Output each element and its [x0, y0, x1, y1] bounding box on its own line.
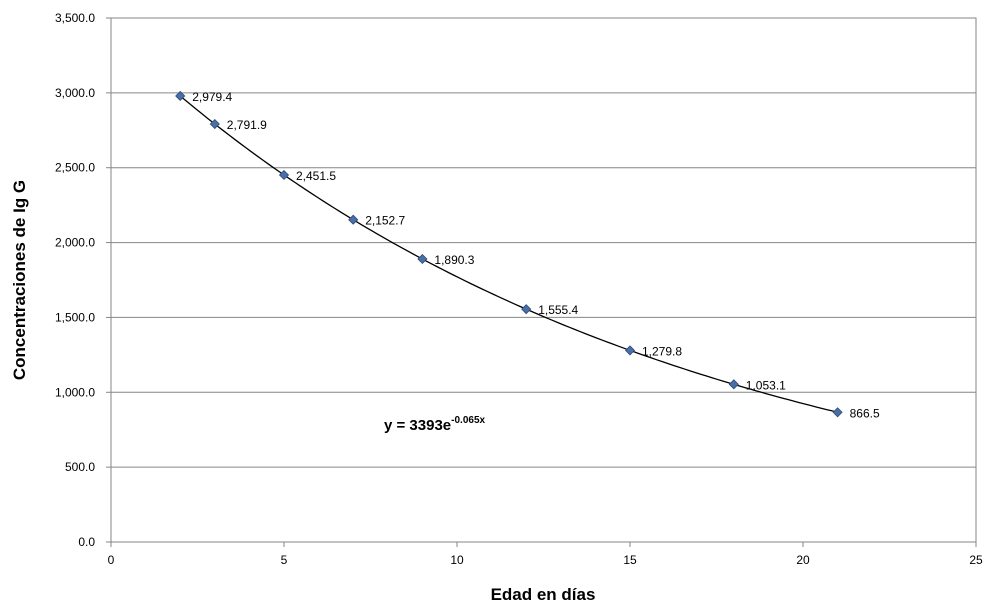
- x-tick-label: 10: [450, 553, 464, 567]
- data-label: 2,152.7: [365, 214, 405, 228]
- y-tick-label: 0.0: [78, 535, 95, 549]
- y-axis-title: Concentraciones de Ig G: [10, 180, 29, 380]
- data-point: [521, 304, 532, 315]
- data-label: 866.5: [850, 406, 880, 420]
- x-tick-labels: 0 5 10 15 20 25: [108, 553, 983, 567]
- grid-lines: [106, 17, 977, 547]
- data-label: 2,979.4: [192, 90, 232, 104]
- y-tick-labels: 0.0 500.0 1,000.0 1,500.0 2,000.0 2,500.0 3,00…: [55, 11, 95, 549]
- y-tick-label: 3,000.0: [55, 86, 95, 100]
- x-tick-label: 5: [281, 553, 288, 567]
- y-tick-label: 1,500.0: [55, 310, 95, 324]
- data-point: [278, 169, 290, 181]
- data-label: 1,279.8: [642, 344, 682, 358]
- data-point: [624, 345, 636, 356]
- data-label: 1,053.1: [746, 378, 786, 392]
- data-point: [832, 407, 843, 418]
- data-label: 1,555.4: [538, 303, 578, 317]
- data-points: [175, 90, 843, 418]
- plot-area: [110, 17, 977, 543]
- x-tick-label: 25: [969, 553, 983, 567]
- y-tick-label: 2,000.0: [55, 236, 95, 250]
- x-tick-label: 15: [623, 553, 637, 567]
- y-tick-label: 2,500.0: [55, 161, 95, 175]
- y-tick-label: 3,500.0: [55, 11, 95, 25]
- x-tick-label: 20: [796, 553, 810, 567]
- y-tick-label: 500.0: [65, 460, 95, 474]
- data-label: 2,451.5: [296, 169, 336, 183]
- data-labels: 2,979.4 2,791.9 2,451.5 2,152.7 1,890.3 1,555…: [192, 90, 880, 420]
- data-point: [175, 90, 186, 102]
- data-point: [417, 253, 428, 265]
- data-point: [209, 118, 220, 130]
- data-point: [728, 379, 739, 390]
- data-label: 2,791.9: [227, 118, 267, 132]
- data-point: [348, 214, 359, 225]
- y-tick-label: 1,000.0: [55, 385, 95, 399]
- trendline-equation: y = 3393e-0.065x: [384, 415, 486, 434]
- data-label: 1,890.3: [434, 253, 474, 267]
- x-tick-label: 0: [108, 553, 115, 567]
- x-axis-title: Edad en días: [491, 585, 596, 604]
- trendline: [179, 95, 838, 413]
